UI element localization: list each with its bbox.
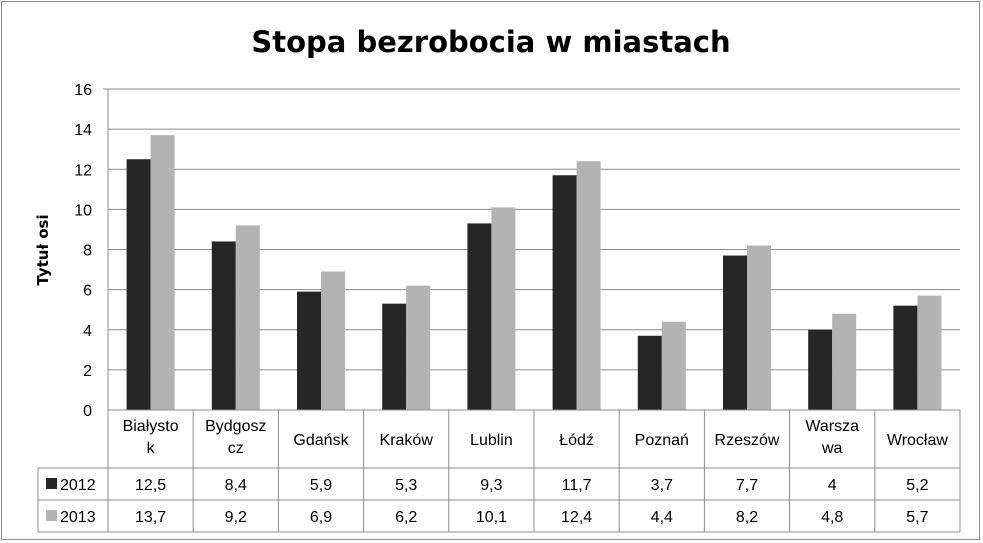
data-label: 12,5 [135, 477, 166, 494]
data-label: 12,4 [561, 509, 592, 526]
bar-2012-rzeszów [723, 255, 747, 410]
chart-title: Stopa bezrobocia w miastach [251, 25, 730, 59]
bar-2013-lublin [491, 207, 516, 410]
data-label: 5,2 [906, 477, 928, 494]
data-label: 5,9 [310, 477, 332, 494]
y-tick-label: 14 [74, 122, 92, 139]
y-tick-label: 10 [74, 202, 92, 219]
data-label: 5,7 [906, 509, 928, 526]
data-label: 8,2 [736, 509, 758, 526]
data-label: 6,9 [310, 509, 332, 526]
legend-label-2013: 2013 [60, 509, 96, 526]
bar-2013-kraków [406, 285, 431, 410]
x-category-label: Łódź [559, 432, 594, 449]
bar-2012-łódź [552, 175, 577, 410]
y-tick-label: 16 [74, 82, 92, 99]
data-label: 3,7 [651, 477, 673, 494]
y-tick-label: 12 [74, 162, 92, 179]
x-category-label: Kraków [380, 432, 434, 449]
data-label: 9,3 [480, 477, 502, 494]
y-tick-label: 8 [83, 243, 92, 260]
legend-key-2013 [46, 510, 57, 521]
y-tick-label: 0 [83, 403, 92, 420]
data-label: 4 [828, 477, 837, 494]
bar-2012-białystok [126, 159, 151, 410]
y-axis-tick-labels: 0 2 4 6 8 10 12 14 16 [74, 82, 92, 420]
x-category-label: Gdańsk [293, 432, 349, 449]
bar-2013-gdańsk [321, 271, 345, 410]
bar-2012-bydgoszcz [211, 241, 236, 410]
legend-key-2012 [46, 478, 57, 489]
x-category-label: Lublin [470, 432, 513, 449]
x-category-label: Warsza wa [805, 418, 859, 457]
bar-2012-warszawa [808, 329, 833, 410]
bar-2013-bydgoszcz [235, 225, 260, 410]
bars [126, 135, 942, 411]
bar-2013-łódź [576, 161, 601, 410]
x-category-label: Białysto k [123, 418, 179, 457]
data-label: 4,8 [821, 509, 843, 526]
y-tick-label: 4 [83, 323, 92, 340]
bar-2013-poznań [661, 321, 686, 410]
y-tick-label: 2 [83, 363, 92, 380]
bar-2013-warszawa [832, 313, 857, 410]
legend-label-2012: 2012 [60, 477, 96, 494]
bar-2012-gdańsk [297, 291, 321, 410]
bar-2012-wrocław [893, 305, 918, 410]
data-label: 6,2 [395, 509, 417, 526]
bar-2012-kraków [382, 303, 407, 410]
data-table: Białysto k Bydgosz cz Gdańsk Kraków Lublin Łódź… [37, 409, 961, 533]
bar-2012-poznań [637, 335, 662, 410]
data-label: 8,4 [225, 477, 247, 494]
y-tick-label: 6 [83, 283, 92, 300]
data-label: 10,1 [476, 509, 507, 526]
data-label: 9,2 [225, 509, 247, 526]
x-category-label: Rzeszów [715, 432, 780, 449]
y-axis-title: Tytuł osi [34, 214, 52, 285]
x-category-label: Bydgosz cz [205, 418, 266, 457]
bar-2013-wrocław [917, 295, 942, 410]
x-category-label: Poznań [635, 432, 689, 449]
data-label: 13,7 [135, 509, 166, 526]
data-label: 11,7 [562, 477, 592, 494]
x-category-label: Wrocław [887, 432, 948, 449]
bar-2012-lublin [467, 223, 492, 410]
data-label: 4,4 [651, 509, 673, 526]
data-label: 7,7 [736, 477, 758, 494]
bar-2013-rzeszów [747, 245, 771, 410]
data-label: 5,3 [395, 477, 417, 494]
bar-2013-białystok [150, 135, 175, 411]
